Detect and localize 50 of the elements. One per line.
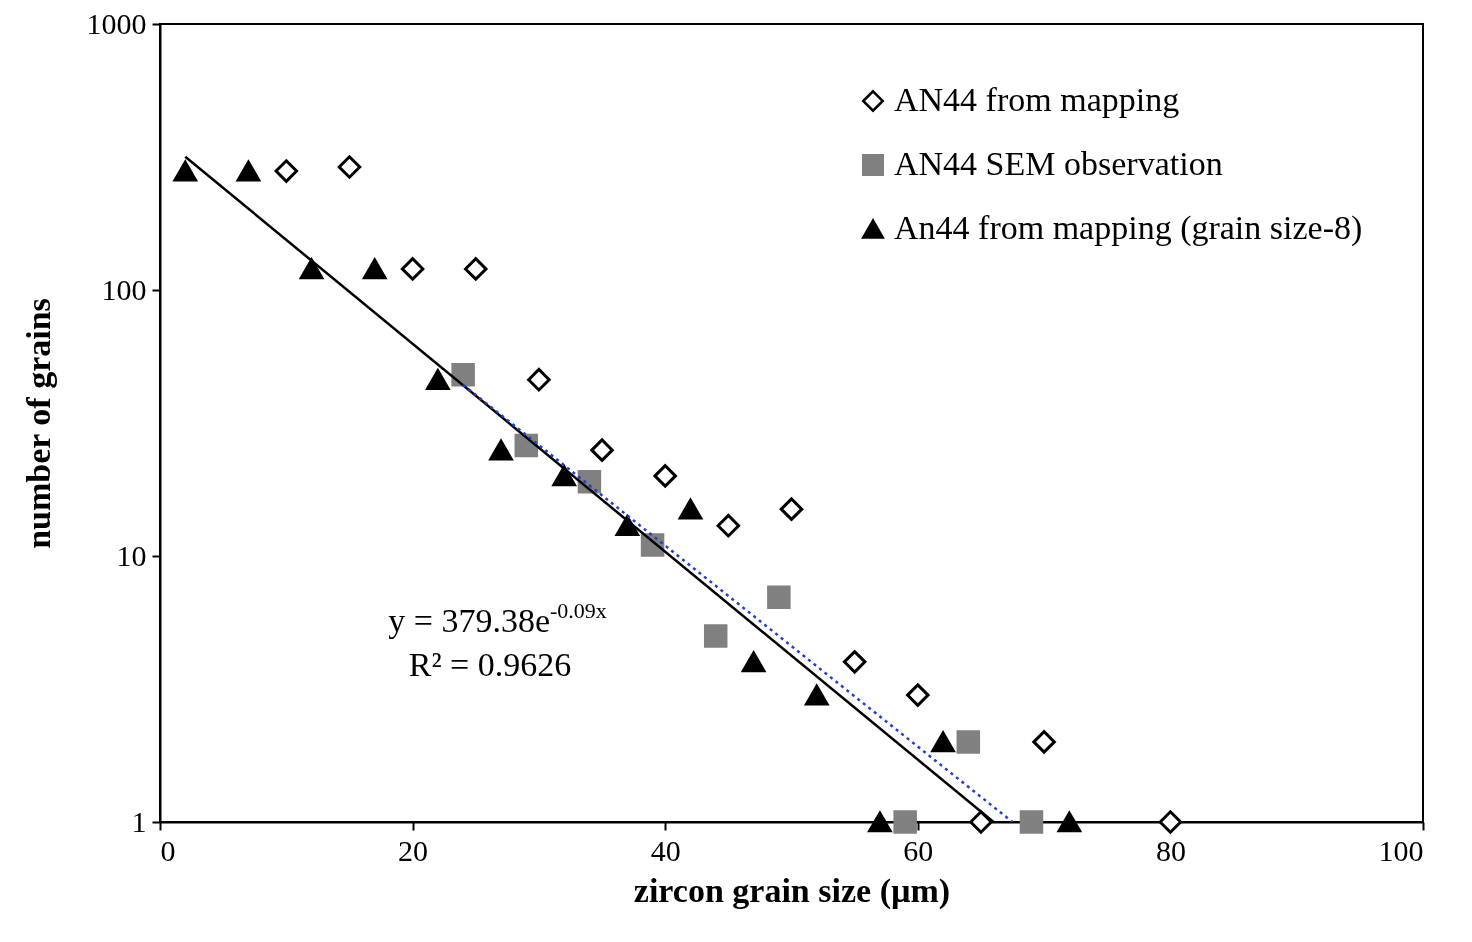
point xyxy=(362,258,387,280)
y-axis-title: number of grains xyxy=(19,298,57,549)
point xyxy=(464,257,488,281)
point xyxy=(956,730,981,754)
point xyxy=(451,363,475,387)
point xyxy=(1057,811,1082,833)
point xyxy=(590,438,614,462)
legend-label: An44 from mapping (grain size-8) xyxy=(894,209,1363,247)
point xyxy=(489,439,513,461)
point xyxy=(299,258,324,280)
point xyxy=(274,159,299,183)
point xyxy=(615,515,640,537)
point xyxy=(678,498,703,520)
y-tick-label: 100 xyxy=(101,272,147,306)
legend-label: AN44 from mapping xyxy=(894,81,1180,118)
point xyxy=(400,257,425,281)
point xyxy=(236,160,261,182)
x-tick-label: 60 xyxy=(903,833,934,867)
legend-label: AN44 SEM observation xyxy=(894,145,1223,182)
x-tick-label: 20 xyxy=(398,833,429,867)
x-tick-label: 40 xyxy=(650,833,681,867)
point xyxy=(842,650,867,674)
point xyxy=(741,651,766,673)
point xyxy=(805,684,829,706)
point xyxy=(906,683,930,707)
point xyxy=(337,155,362,179)
point xyxy=(868,811,892,833)
y-tick-label: 10 xyxy=(116,538,147,572)
x-tick-label: 0 xyxy=(160,833,176,867)
annotation: R² = 0.9626 xyxy=(408,646,572,683)
point xyxy=(173,160,198,182)
point xyxy=(779,497,804,521)
point xyxy=(969,810,993,834)
y-tick-label: 1 xyxy=(131,804,147,838)
point xyxy=(703,624,728,648)
x-axis-title: zircon grain size (µm) xyxy=(633,871,951,910)
point xyxy=(716,513,741,538)
point xyxy=(767,585,791,609)
point xyxy=(426,369,450,391)
point xyxy=(931,731,955,753)
point xyxy=(527,367,551,392)
x-tick-label: 80 xyxy=(1155,833,1186,867)
point xyxy=(893,810,917,834)
point xyxy=(1019,810,1044,834)
y-tick-label: 1000 xyxy=(86,6,147,40)
point xyxy=(1032,730,1056,754)
point xyxy=(1158,810,1183,834)
point xyxy=(653,464,677,488)
x-tick-label: 100 xyxy=(1378,833,1424,867)
point xyxy=(552,465,576,487)
